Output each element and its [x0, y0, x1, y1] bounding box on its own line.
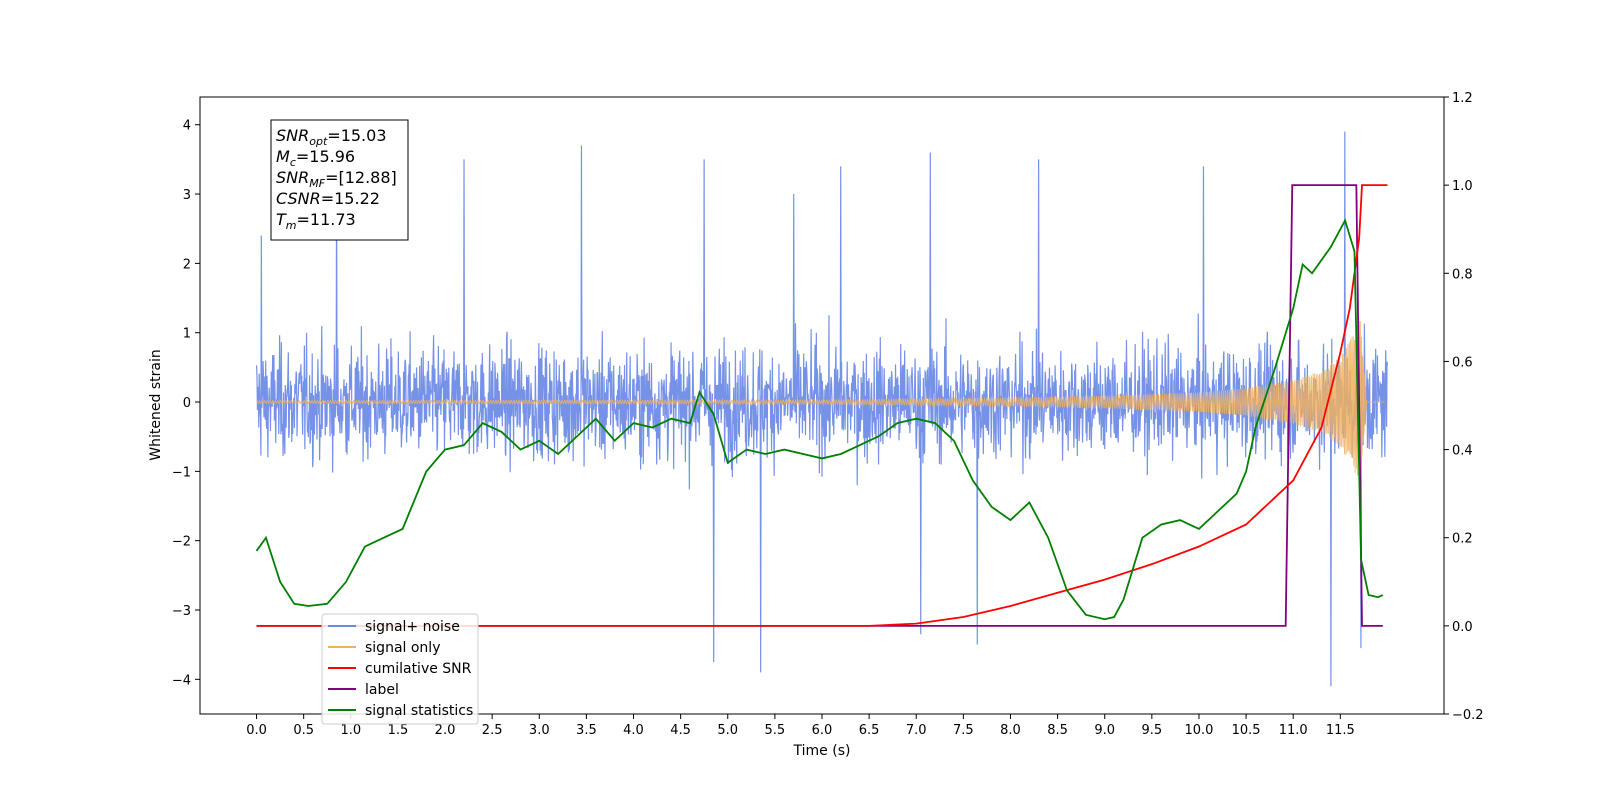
legend-label: signal only	[365, 640, 440, 656]
y2-tick-label: 1.2	[1452, 91, 1473, 106]
x-tick-label: 3.0	[529, 723, 550, 738]
x-tick-label: 10.0	[1184, 723, 1213, 738]
y2-tick-label: 0.8	[1452, 267, 1473, 282]
x-tick-label: 0.5	[293, 723, 314, 738]
x-tick-label: 4.5	[670, 723, 691, 738]
legend-label: signal statistics	[365, 703, 473, 719]
x-tick-label: 7.5	[953, 723, 974, 738]
annotation-frame	[270, 119, 409, 241]
x-tick-label: 4.0	[623, 723, 644, 738]
x-axis-label: Time (s)	[793, 743, 851, 759]
x-tick-label: 3.5	[576, 723, 597, 738]
x-tick-label: 11.5	[1326, 723, 1355, 738]
x-tick-label: 7.0	[906, 723, 927, 738]
x-tick-label: 5.5	[765, 723, 786, 738]
x-tick-label: 5.0	[717, 723, 738, 738]
x-tick-label: 0.0	[246, 723, 267, 738]
annotation-line: SNRopt=15.03	[276, 126, 387, 148]
x-tick-label: 9.5	[1142, 723, 1163, 738]
y-axis-right: 1.2 1.0 0.8 0.6 0.4 0.2 0.0 −0.2	[1444, 91, 1484, 723]
y-tick-label: 3	[183, 188, 191, 203]
annotation-line: CSNR=15.22	[276, 189, 380, 208]
x-tick-label: 2.0	[435, 723, 456, 738]
y-axis-label: Whitened strain	[148, 349, 164, 460]
annotation-line: SNRMF=[12.88]	[276, 168, 397, 190]
x-axis: 0.0 0.5 1.0 1.5 2.0 2.5 3.0 3.5 4.0 4.5 5.0 5.5 6.0 6…	[246, 714, 1355, 738]
y-axis-left: 4 3 2 1 0 −1 −2 −3 −4	[172, 119, 200, 688]
legend-label: signal+ noise	[365, 619, 460, 635]
x-tick-label: 8.5	[1047, 723, 1068, 738]
series-signal-statistics-line	[255, 218, 1384, 621]
y-tick-label: −1	[172, 465, 191, 480]
y2-tick-label: −0.2	[1452, 708, 1484, 723]
series-cumulative-snr-line	[256, 184, 1388, 627]
y2-tick-label: 0.0	[1452, 620, 1473, 635]
x-tick-label: 1.5	[388, 723, 409, 738]
y2-tick-label: 0.2	[1452, 532, 1473, 547]
series-label-line	[256, 184, 1383, 627]
signal-only-line	[256, 320, 1385, 486]
y-tick-label: −4	[172, 673, 191, 688]
annotation-line: Tm=11.73	[276, 210, 356, 232]
x-tick-label: 1.0	[340, 723, 361, 738]
y-tick-label: 2	[183, 257, 191, 272]
y2-tick-label: 0.4	[1452, 444, 1473, 459]
x-tick-label: 10.5	[1232, 723, 1261, 738]
y2-tick-label: 0.6	[1452, 355, 1473, 370]
legend: signal+ noise signal only cumilative SNR la…	[321, 613, 479, 725]
series-signal-only	[256, 320, 1385, 486]
legend-frame	[321, 613, 479, 725]
x-tick-label: 8.0	[1000, 723, 1021, 738]
series-layer	[255, 131, 1389, 687]
legend-label: label	[365, 682, 399, 698]
y-tick-label: −3	[172, 604, 191, 619]
y-tick-label: 1	[183, 327, 191, 342]
annotation-line: Mc=15.96	[276, 147, 355, 169]
x-tick-label: 6.5	[859, 723, 880, 738]
x-tick-label: 6.0	[812, 723, 833, 738]
y2-tick-label: 1.0	[1452, 179, 1473, 194]
annotation-box: SNRopt=15.03Mc=15.96SNRMF=[12.88]CSNR=15…	[270, 119, 409, 241]
y-tick-label: 4	[183, 119, 191, 134]
y-tick-label: 0	[183, 396, 191, 411]
y-tick-label: −2	[172, 535, 191, 550]
x-tick-label: 11.0	[1279, 723, 1308, 738]
x-tick-label: 2.5	[482, 723, 503, 738]
x-tick-label: 9.0	[1094, 723, 1115, 738]
legend-label: cumilative SNR	[365, 661, 472, 677]
